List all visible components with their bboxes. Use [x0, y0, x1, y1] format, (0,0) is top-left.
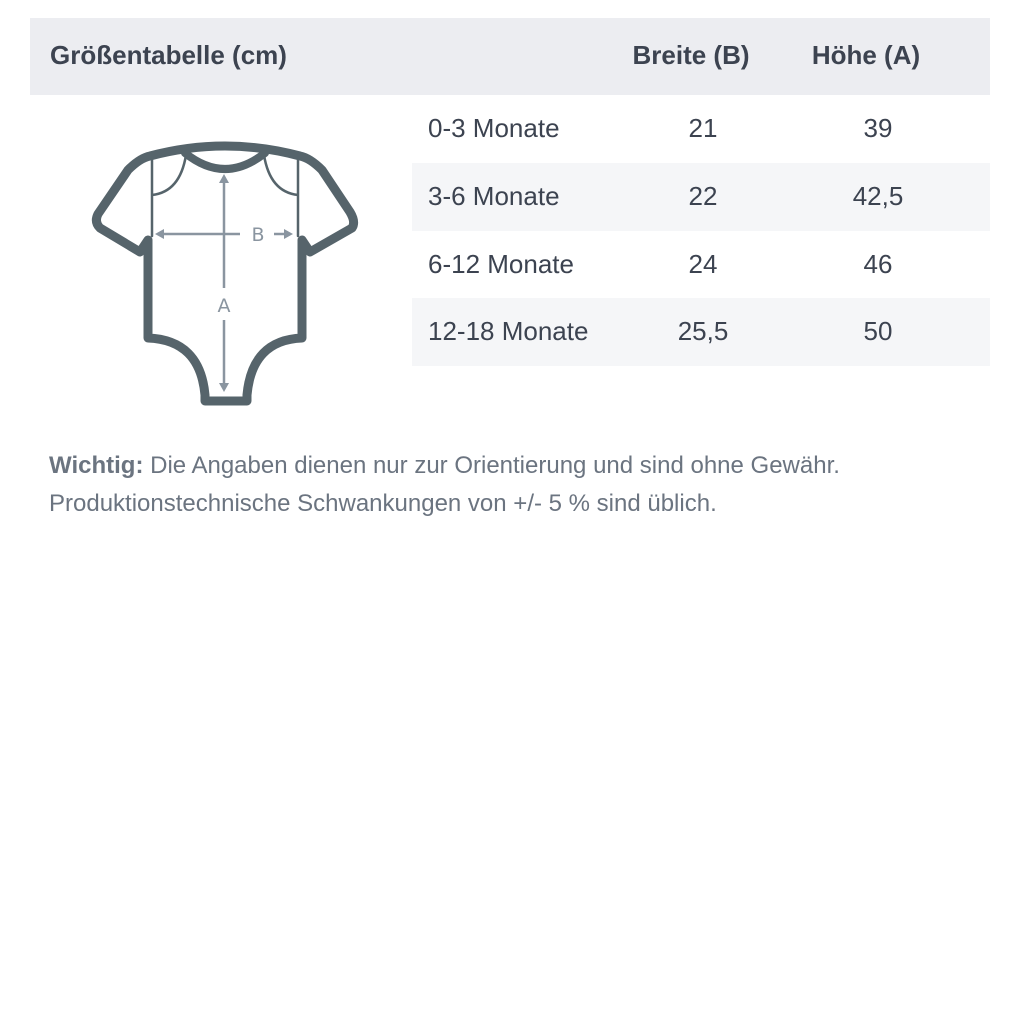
table-row: 12-18 Monate 25,5 50 [412, 298, 990, 366]
note-label: Wichtig: [49, 452, 144, 479]
width-cell: 25,5 [677, 316, 729, 346]
baby-bodysuit-icon: B A [91, 141, 359, 406]
table-row: 6-12 Monate 24 46 [412, 231, 990, 299]
disclaimer-note: Wichtig: Die Angaben dienen nur zur Orie… [49, 447, 840, 523]
height-cell: 46 [863, 249, 893, 279]
column-header-width: Breite (B) [632, 40, 750, 70]
table-row: 3-6 Monate 22 42,5 [412, 163, 990, 231]
table-row: 0-3 Monate 21 39 [412, 95, 990, 163]
note-line-1: Die Angaben dienen nur zur Orientierung … [143, 452, 840, 479]
size-cell: 3-6 Monate [428, 181, 560, 211]
height-cell: 39 [863, 113, 893, 143]
size-cell: 6-12 Monate [428, 249, 574, 279]
width-cell: 21 [688, 113, 718, 143]
width-label: B [251, 224, 264, 246]
width-cell: 24 [688, 249, 718, 279]
height-cell: 42,5 [852, 181, 904, 211]
note-line-2: Produktionstechnische Schwankungen von +… [49, 490, 717, 517]
table-title: Größentabelle (cm) [50, 40, 287, 70]
column-header-height: Höhe (A) [811, 40, 921, 70]
width-cell: 22 [688, 181, 718, 211]
height-label: A [218, 295, 231, 317]
size-cell: 12-18 Monate [428, 316, 589, 346]
height-cell: 50 [863, 316, 893, 346]
size-cell: 0-3 Monate [428, 113, 560, 143]
table-header: Größentabelle (cm) Breite (B) Höhe (A) [30, 18, 990, 95]
